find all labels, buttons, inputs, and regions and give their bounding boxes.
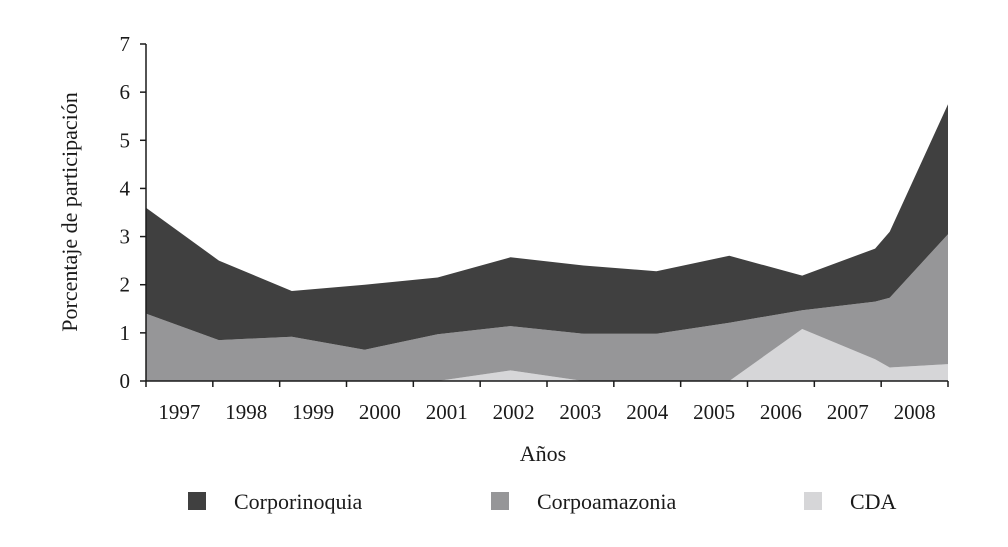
x-tick-label: 2006 [760,400,802,424]
area-corporinoquia [146,104,948,350]
y-tick-label: 3 [120,225,131,249]
y-tick-label: 0 [120,369,131,393]
x-tick-label: 2005 [693,400,735,424]
y-tick-label: 4 [120,176,131,200]
y-tick-label: 5 [120,128,131,152]
y-tick-label: 6 [120,80,131,104]
y-tick-label: 1 [120,321,131,345]
legend-swatch-corpoamazonia [491,492,509,510]
x-tick-label: 2004 [626,400,669,424]
x-tick-label: 2002 [493,400,535,424]
legend-swatch-corporinoquia [188,492,206,510]
x-tick-label: 2008 [894,400,936,424]
x-tick-label: 1997 [158,400,200,424]
y-axis-ticks: 0 1 2 3 4 5 6 7 [120,32,146,393]
area-cda [146,329,948,381]
x-tick-label: 2000 [359,400,401,424]
legend: Corporinoquia Corpoamazonia CDA [188,489,897,514]
legend-label-corporinoquia: Corporinoquia [234,489,363,514]
area-corpoamazonia [146,234,948,381]
x-tick-label: 2003 [559,400,601,424]
chart-areas [146,104,948,381]
legend-label-corpoamazonia: Corpoamazonia [537,489,677,514]
legend-label-cda: CDA [850,489,897,514]
y-tick-label: 7 [120,32,131,56]
x-axis-title: Años [520,441,566,466]
y-tick-label: 2 [120,273,131,297]
legend-swatch-cda [804,492,822,510]
x-axis-ticks: 1997 1998 1999 2000 2001 2002 2003 2004 2005 2006… [145,381,949,424]
x-tick-label: 1999 [292,400,334,424]
y-axis-title: Porcentaje de participación [57,92,82,331]
x-tick-label: 2001 [426,400,468,424]
x-tick-label: 2007 [827,400,869,424]
x-tick-label: 1998 [225,400,267,424]
